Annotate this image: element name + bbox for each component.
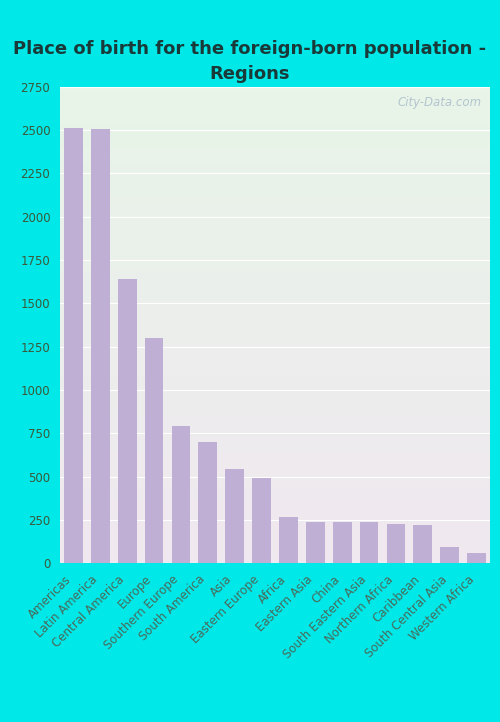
Bar xyxy=(386,524,406,563)
Bar xyxy=(198,442,217,563)
Bar xyxy=(64,129,83,563)
Bar xyxy=(91,129,110,563)
Bar xyxy=(414,525,432,563)
Bar xyxy=(172,426,190,563)
Bar xyxy=(360,523,378,563)
Text: City-Data.com: City-Data.com xyxy=(398,96,481,109)
Bar xyxy=(144,338,164,563)
Bar xyxy=(118,279,137,563)
Bar xyxy=(333,521,351,563)
Bar xyxy=(306,521,324,563)
Text: Place of birth for the foreign-born population -
Regions: Place of birth for the foreign-born popu… xyxy=(14,40,486,83)
Bar xyxy=(279,517,298,563)
Bar xyxy=(226,469,244,563)
Bar xyxy=(252,478,271,563)
Bar xyxy=(440,547,459,563)
Bar xyxy=(467,553,486,563)
